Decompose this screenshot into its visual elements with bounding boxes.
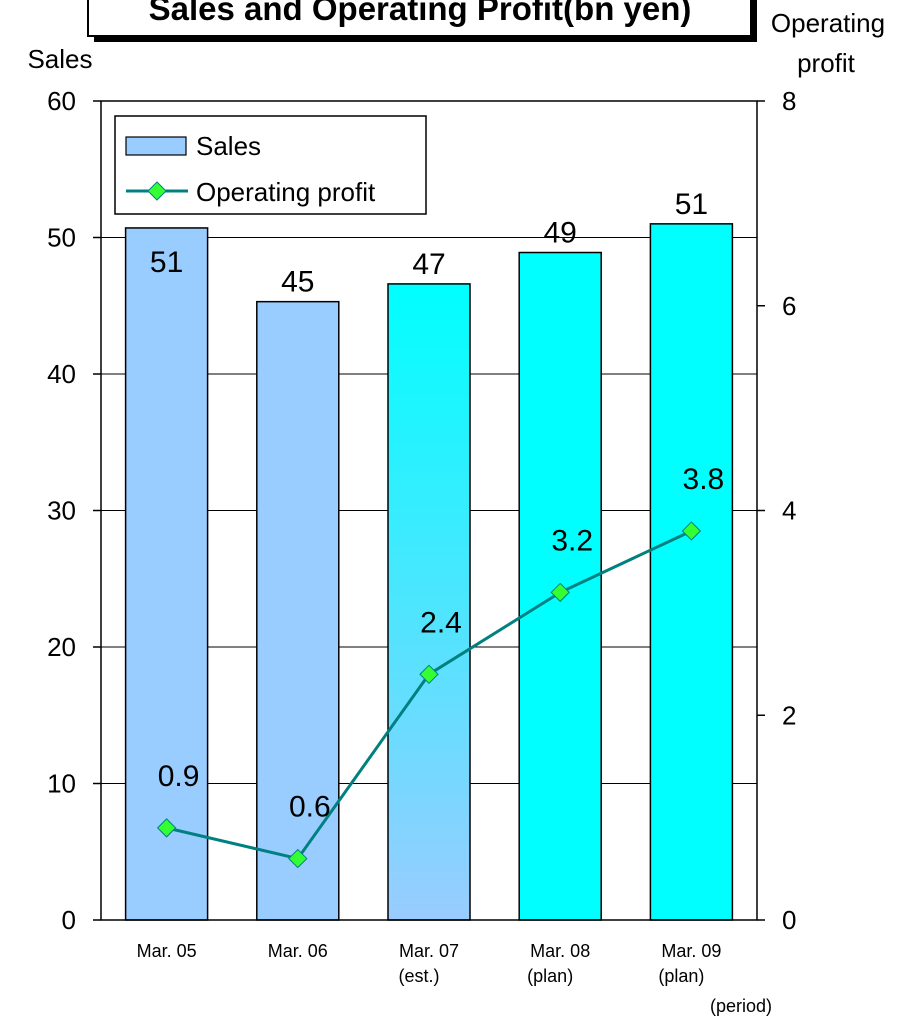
profit-value-label: 3.8 <box>683 463 725 496</box>
chart-title: Sales and Operating Profit(bn yen) <box>149 0 692 27</box>
legend: Sales Operating profit <box>114 115 427 215</box>
sales-value-label: 47 <box>412 248 445 281</box>
category-label: Mar. 09 <box>661 941 721 961</box>
sales-data-labels: 51 45 47 49 51 <box>150 188 708 299</box>
profit-point-marker <box>550 582 570 603</box>
profit-value-label: 0.6 <box>289 791 331 824</box>
profit-value-label: 2.4 <box>420 606 462 639</box>
profit-point-marker <box>419 664 439 685</box>
left-tick-label: 60 <box>47 86 76 116</box>
sales-value-label: 51 <box>675 188 708 221</box>
right-tick-label: 4 <box>782 496 796 526</box>
category-label: (plan) <box>527 966 573 986</box>
category-label: (est.) <box>398 966 439 986</box>
chart-title-box: Sales and Operating Profit(bn yen) <box>87 0 757 42</box>
right-axis-ticks: 0 2 4 6 8 <box>757 86 796 935</box>
legend-profit-marker <box>147 181 167 201</box>
category-labels: Mar. 05 Mar. 06 Mar. 07 (est.) Mar. 08 (plan)… <box>137 941 722 986</box>
left-axis-title: Sales <box>27 44 92 74</box>
profit-value-label: 0.9 <box>158 760 200 793</box>
left-tick-label: 20 <box>47 632 76 662</box>
sales-bar <box>387 283 471 921</box>
period-label: (period) <box>710 996 772 1016</box>
right-axis-title-line1: Operating <box>771 8 885 38</box>
legend-profit-label: Operating profit <box>196 177 376 207</box>
left-tick-label: 30 <box>47 496 76 526</box>
sales-bar <box>124 227 209 921</box>
sales-bar <box>256 300 340 921</box>
left-axis-ticks: 0 10 20 30 40 50 60 <box>47 86 101 935</box>
legend-sales-swatch <box>125 136 187 156</box>
right-tick-label: 2 <box>782 700 796 730</box>
profit-data-labels: 0.9 0.6 2.4 3.2 3.8 <box>158 463 725 824</box>
left-tick-label: 0 <box>62 905 76 935</box>
sales-value-label: 49 <box>544 217 577 250</box>
left-tick-label: 40 <box>47 359 76 389</box>
left-tick-label: 50 <box>47 223 76 253</box>
category-label: Mar. 06 <box>268 941 328 961</box>
sales-value-label: 45 <box>281 266 314 299</box>
profit-point-marker <box>681 521 702 541</box>
category-label: Mar. 08 <box>530 941 590 961</box>
sales-value-label: 51 <box>150 246 183 279</box>
right-tick-label: 8 <box>782 86 796 116</box>
right-tick-label: 0 <box>782 905 796 935</box>
sales-bar <box>649 223 734 921</box>
legend-sales-label: Sales <box>196 131 261 161</box>
right-axis-title-line2: profit <box>797 48 856 78</box>
category-label: (plan) <box>658 966 704 986</box>
profit-value-label: 3.2 <box>551 524 593 557</box>
operating-profit-line <box>156 521 702 869</box>
category-label: Mar. 05 <box>137 941 197 961</box>
profit-point-marker <box>288 848 308 869</box>
profit-point-marker <box>156 818 177 838</box>
right-tick-label: 6 <box>782 291 796 321</box>
category-label: Mar. 07 <box>399 941 459 961</box>
sales-bars <box>124 223 734 921</box>
left-tick-label: 10 <box>47 769 76 799</box>
